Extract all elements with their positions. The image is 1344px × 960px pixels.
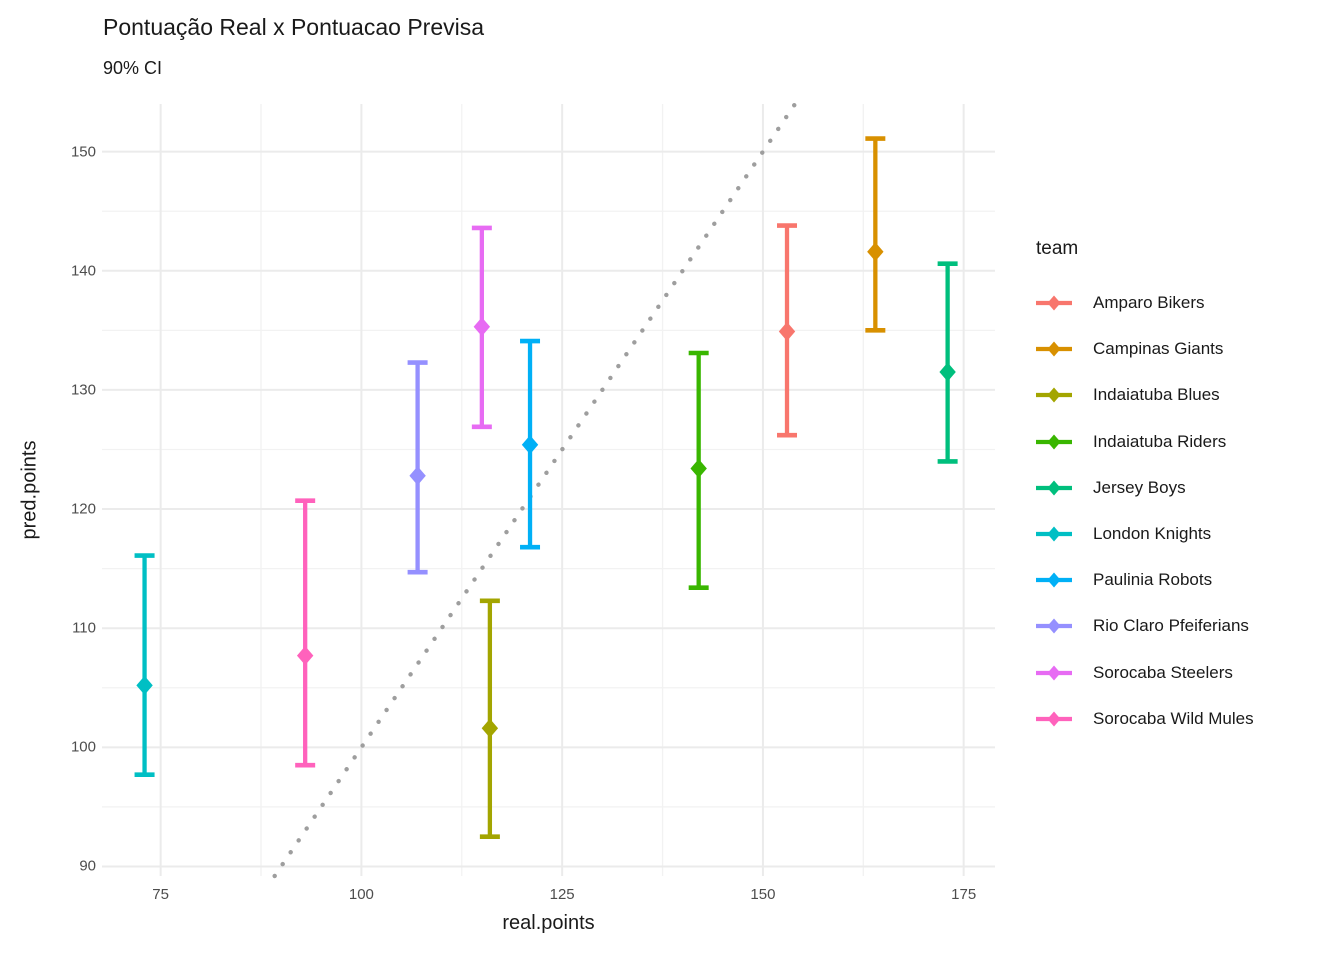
legend-key-icon	[1036, 480, 1072, 496]
point-diamond	[778, 322, 796, 342]
legend-key-diamond	[1047, 526, 1061, 542]
series-paulinia-robots	[520, 338, 541, 550]
series-campinas-giants	[865, 136, 886, 333]
x-tick-label-125: 125	[549, 886, 575, 903]
legend-item-label: London Knights	[1093, 524, 1212, 544]
legend-key-diamond	[1047, 711, 1061, 727]
legend-key-diamond	[1047, 665, 1061, 681]
legend-item-label: Indaiatuba Riders	[1093, 431, 1227, 451]
legend-key-icon	[1036, 526, 1072, 542]
x-axis-title: real.points	[502, 912, 595, 934]
legend-key-icon	[1036, 434, 1072, 450]
point-diamond	[473, 317, 491, 337]
legend-item-campinas-giants: Campinas Giants	[1036, 326, 1254, 372]
y-tick-label-110: 110	[72, 619, 96, 637]
y-tick-label-140: 140	[70, 262, 96, 280]
point-diamond	[690, 459, 707, 479]
grid-major	[102, 104, 995, 876]
legend-key-icon	[1036, 341, 1072, 357]
legend-key-icon	[1036, 572, 1072, 588]
legend-items: Amparo Bikers Campinas Giants Indaiatuba B…	[1036, 280, 1254, 742]
legend-item-jersey-boys: Jersey Boys	[1036, 465, 1254, 511]
x-tick-label-100: 100	[348, 886, 374, 903]
panel-background	[102, 104, 995, 876]
legend-key-icon	[1036, 295, 1072, 311]
point-diamond	[867, 242, 884, 262]
x-tick-label-175: 175	[951, 886, 977, 903]
point-diamond	[136, 675, 153, 695]
series-rio-claro-pfeiferians	[407, 360, 428, 575]
series-amparo-bikers	[777, 223, 798, 438]
legend-item-london-knights: London Knights	[1036, 511, 1254, 557]
legend-item-sorocaba-steelers: Sorocaba Steelers	[1036, 650, 1254, 696]
y-tick-label-100: 100	[70, 738, 96, 756]
legend-item-label: Jersey Boys	[1093, 477, 1186, 497]
series-indaiatuba-blues	[479, 598, 500, 839]
chart-subtitle: 90% CI	[103, 58, 163, 78]
y-tick-label-150: 150	[70, 143, 96, 161]
legend-item-label: Paulinia Robots	[1093, 570, 1213, 590]
series-jersey-boys	[937, 261, 958, 464]
legend-item-paulinia-robots: Paulinia Robots	[1036, 557, 1254, 603]
series-sorocaba-wild-mules	[295, 498, 316, 768]
y-tick-label-90: 90	[79, 857, 96, 875]
legend-item-rio-claro-pfeiferians: Rio Claro Pfeiferians	[1036, 603, 1254, 649]
chart-title: Pontuação Real x Pontuacao Previsa	[103, 14, 485, 40]
legend-key-icon	[1036, 711, 1072, 727]
point-diamond	[409, 466, 426, 486]
point-diamond	[521, 435, 539, 455]
point-diamond	[296, 646, 314, 666]
grid-minor	[102, 104, 995, 876]
legend-key-diamond	[1047, 295, 1061, 311]
x-tick-label-75: 75	[152, 886, 169, 903]
point-diamond	[481, 718, 499, 738]
legend-item-label: Campinas Giants	[1093, 339, 1224, 359]
x-tick-label-150: 150	[750, 886, 776, 903]
legend-key-icon	[1036, 387, 1072, 403]
legend-item-label: Amparo Bikers	[1093, 293, 1205, 313]
legend-key-diamond	[1047, 434, 1061, 450]
legend-item-label: Sorocaba Steelers	[1093, 662, 1233, 682]
identity-line	[272, 101, 798, 879]
legend-title: team	[1036, 238, 1079, 259]
y-axis-title: pred.points	[18, 440, 41, 540]
y-tick-label-130: 130	[70, 381, 96, 399]
legend-item-label: Rio Claro Pfeiferians	[1093, 616, 1249, 636]
legend-item-amparo-bikers: Amparo Bikers	[1036, 280, 1254, 326]
y-tick-label-120: 120	[70, 500, 96, 518]
legend-key-icon	[1036, 618, 1072, 634]
legend-key-icon	[1036, 665, 1072, 681]
legend-item-label: Indaiatuba Blues	[1093, 385, 1220, 405]
series-indaiatuba-riders	[688, 350, 709, 590]
point-diamond	[939, 362, 956, 382]
legend-item-label: Sorocaba Wild Mules	[1093, 708, 1254, 728]
legend-key-diamond	[1047, 572, 1061, 588]
series-london-knights	[134, 553, 155, 778]
legend-key-diamond	[1047, 387, 1061, 403]
legend-item-indaiatuba-blues: Indaiatuba Blues	[1036, 372, 1254, 418]
legend-key-diamond	[1047, 618, 1061, 634]
legend-item-sorocaba-wild-mules: Sorocaba Wild Mules	[1036, 696, 1254, 742]
legend-key-diamond	[1047, 341, 1061, 357]
legend-key-diamond	[1047, 480, 1061, 496]
legend-item-indaiatuba-riders: Indaiatuba Riders	[1036, 419, 1254, 465]
series-sorocaba-steelers	[471, 225, 492, 430]
